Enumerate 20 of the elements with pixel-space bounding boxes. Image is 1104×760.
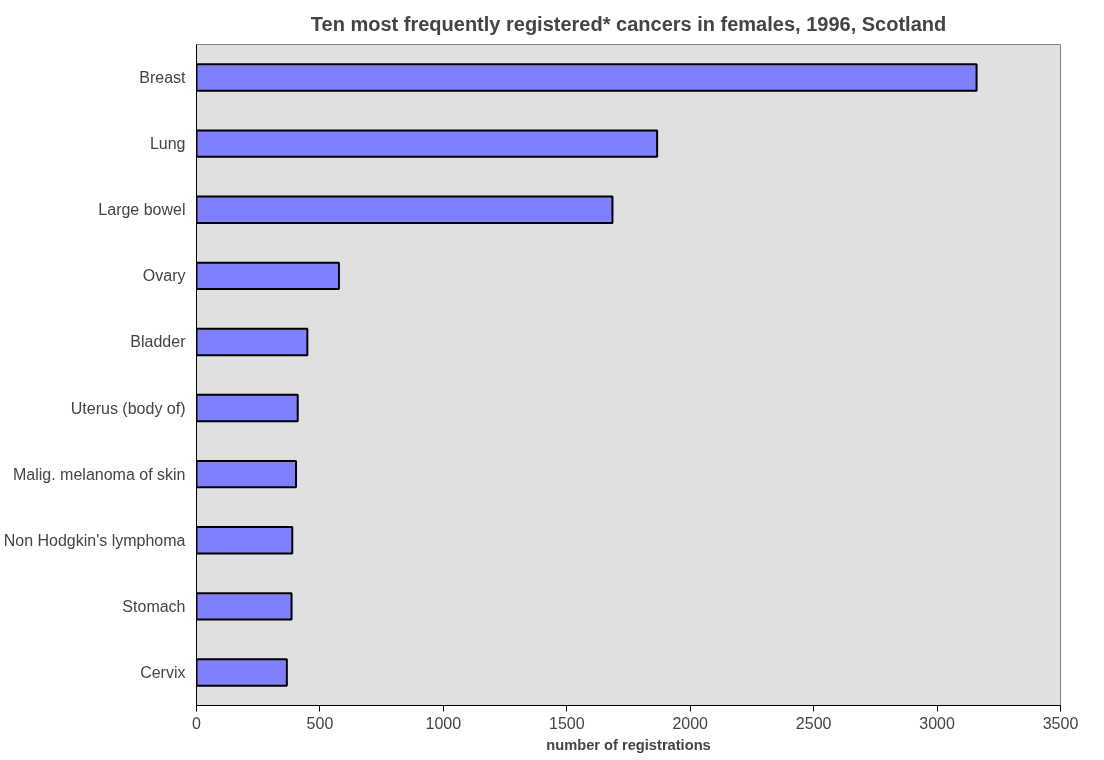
y-tick-label: Malig. melanoma of skin	[12, 465, 186, 483]
y-tick-label: Ovary	[142, 267, 186, 285]
y-tick-label: Stomach	[122, 597, 186, 615]
x-tick-label: 1500	[548, 714, 585, 732]
x-tick-label: 2000	[672, 714, 709, 732]
x-tick-label: 1000	[425, 714, 462, 732]
x-tick-label: 0	[192, 714, 202, 732]
y-tick-label: Non Hodgkin's lymphoma	[3, 531, 186, 549]
x-axis-title: number of registrations	[546, 736, 711, 753]
y-tick-label: Lung	[149, 135, 186, 153]
y-tick-label: Bladder	[130, 333, 187, 351]
x-tick-label: 3000	[919, 714, 955, 732]
y-tick-label: Uterus (body of)	[70, 399, 186, 417]
chart-title: Ten most frequently registered* cancers in females, 1996, Scotland	[310, 12, 947, 35]
y-tick-label: Breast	[139, 69, 187, 87]
y-tick-label: Cervix	[140, 663, 186, 681]
x-tick-label: 3500	[1042, 714, 1079, 732]
x-tick-label: 2500	[795, 714, 832, 732]
y-tick-label: Large bowel	[98, 201, 186, 219]
x-tick-label: 500	[306, 714, 334, 732]
